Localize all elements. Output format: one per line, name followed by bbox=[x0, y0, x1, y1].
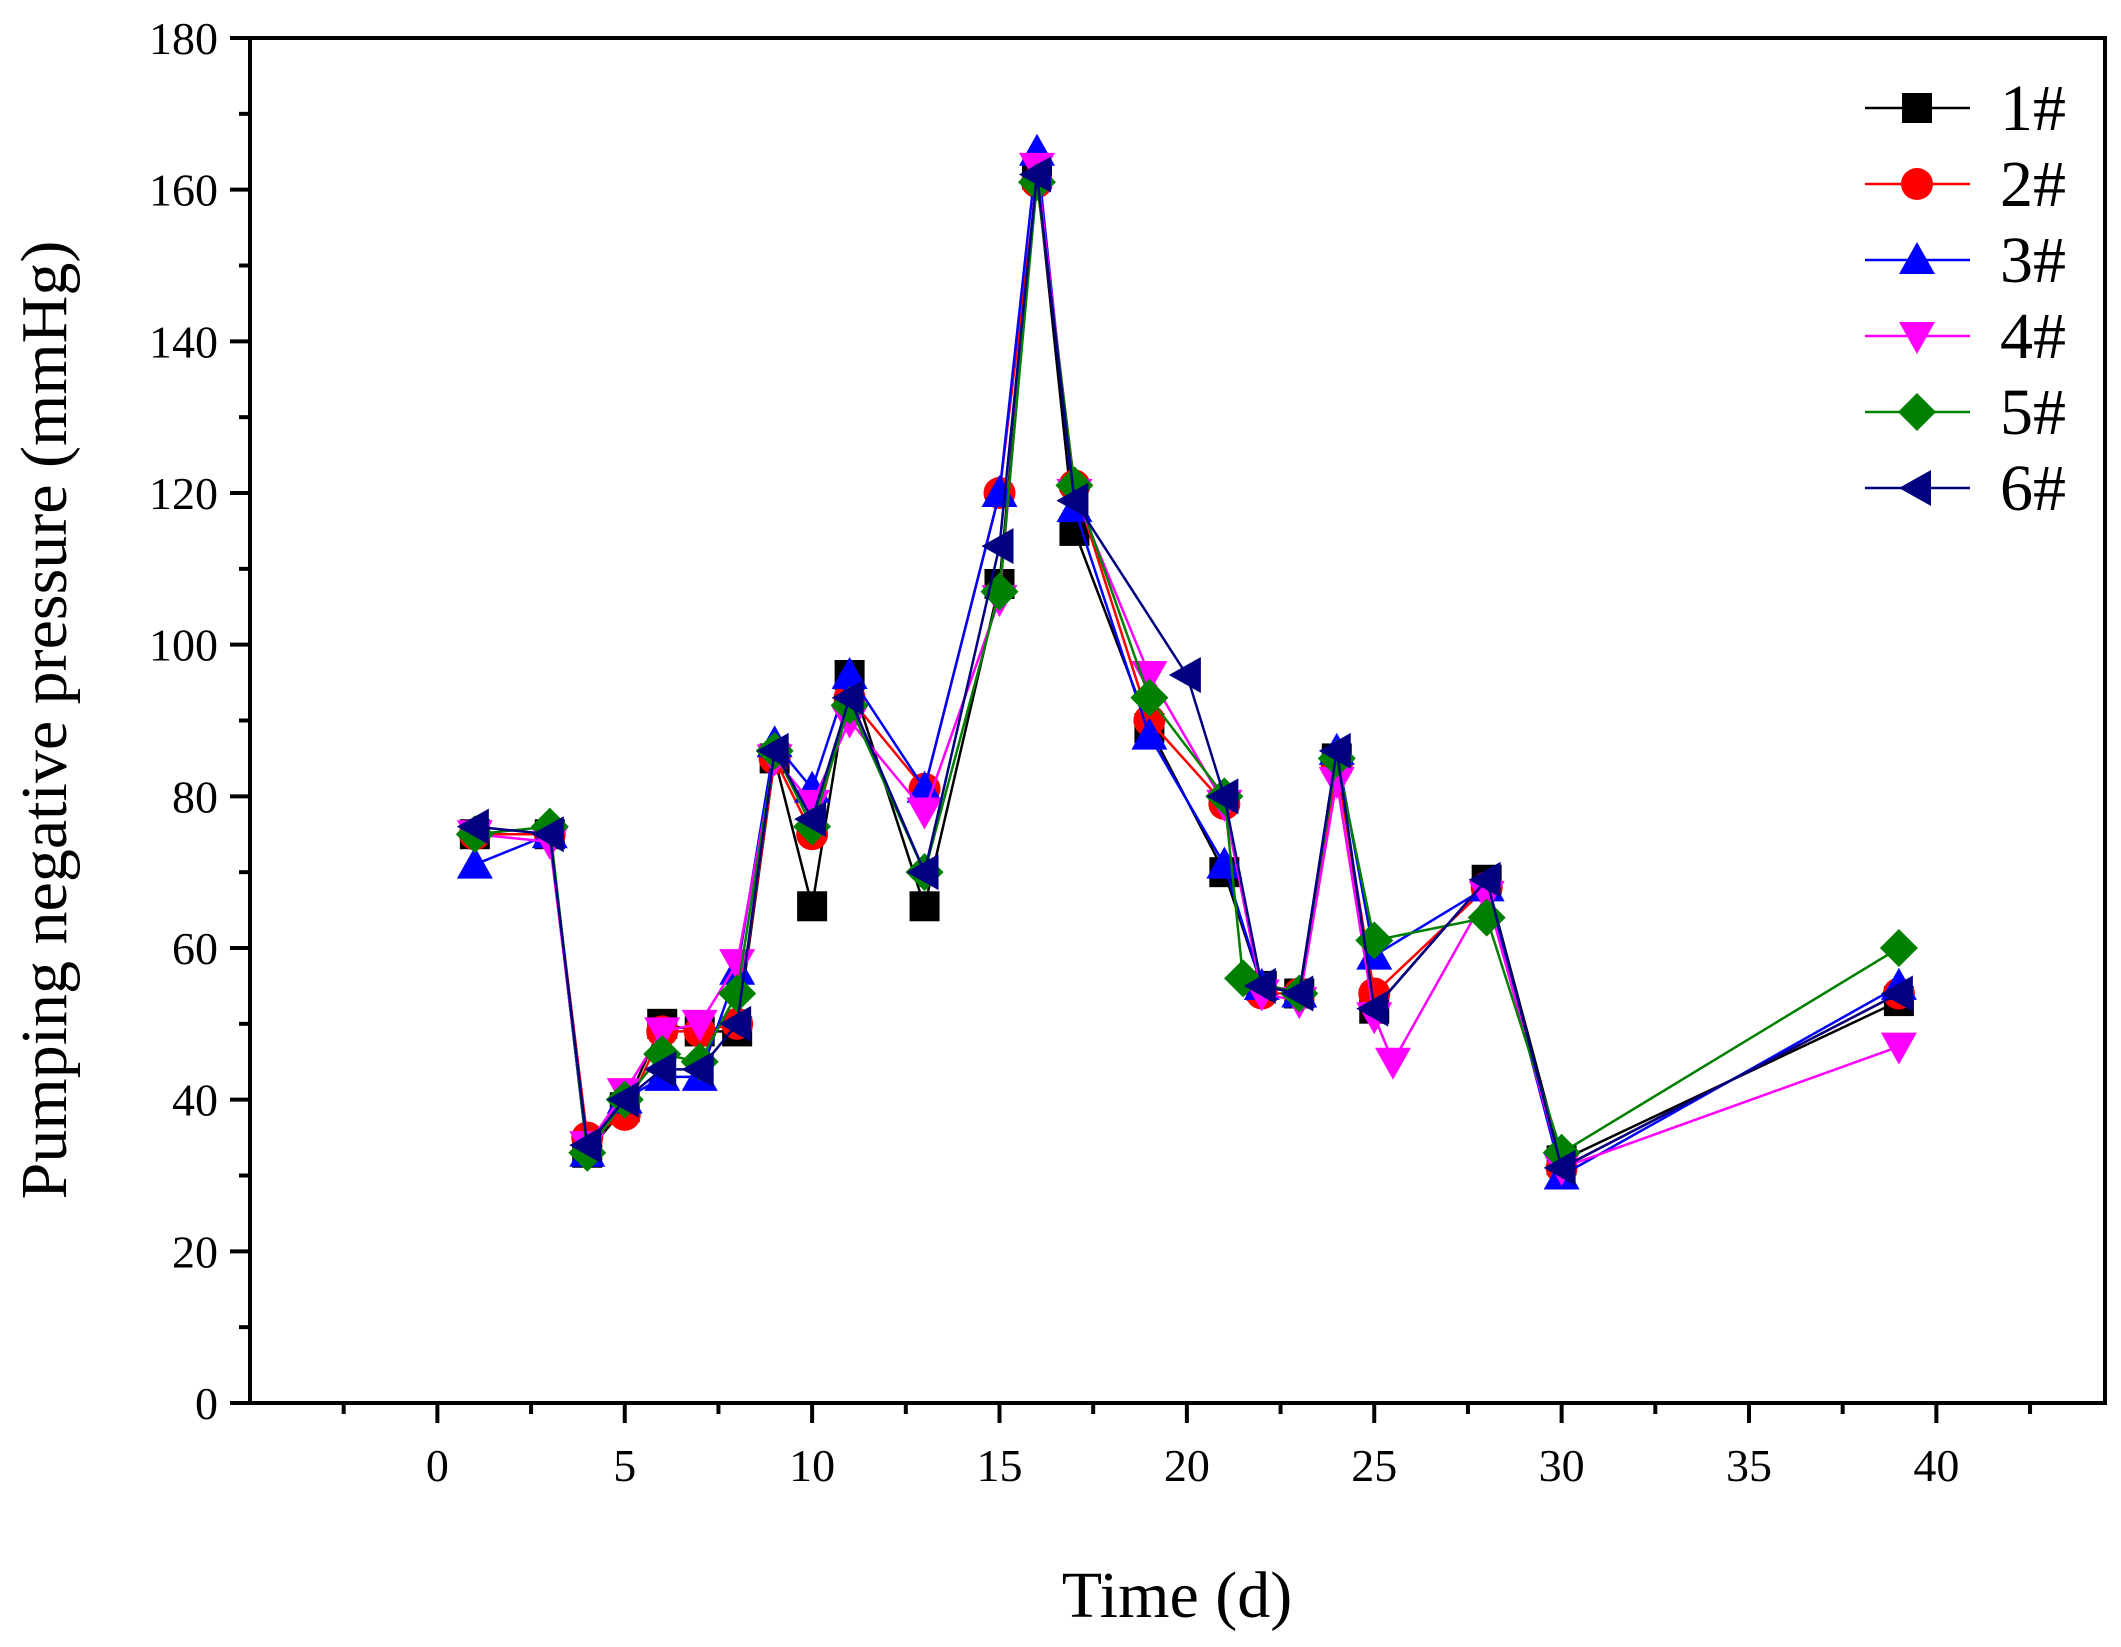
legend-label: 4# bbox=[2000, 300, 2066, 373]
data-point bbox=[1880, 1032, 1917, 1065]
data-point bbox=[906, 854, 939, 891]
x-tick-label: 30 bbox=[1539, 1440, 1585, 1491]
x-tick-label: 10 bbox=[789, 1440, 835, 1491]
data-point bbox=[456, 846, 493, 879]
y-tick-label: 0 bbox=[195, 1378, 218, 1429]
data-point bbox=[1318, 767, 1355, 800]
y-tick-label: 100 bbox=[149, 620, 218, 671]
data-point bbox=[1018, 156, 1051, 193]
data-point bbox=[1056, 482, 1089, 519]
x-tick-label: 20 bbox=[1164, 1440, 1210, 1491]
legend-label: 6# bbox=[2000, 452, 2066, 525]
x-tick-label: 25 bbox=[1351, 1440, 1397, 1491]
data-point bbox=[1131, 717, 1168, 750]
data-point bbox=[1374, 1047, 1411, 1080]
data-point bbox=[719, 1005, 752, 1042]
data-point bbox=[531, 816, 564, 853]
legend-item: 6# bbox=[1865, 452, 2066, 525]
series-layer bbox=[455, 133, 1918, 1190]
data-point bbox=[1467, 898, 1506, 937]
x-tick-label: 40 bbox=[1913, 1440, 1959, 1491]
x-tick-label: 5 bbox=[613, 1440, 636, 1491]
y-tick-label: 80 bbox=[172, 771, 218, 822]
legend-marker bbox=[1902, 93, 1932, 123]
plot-frame bbox=[248, 36, 2107, 1405]
data-point bbox=[456, 808, 489, 845]
data-point bbox=[1243, 967, 1276, 1004]
legend-marker bbox=[1899, 470, 1931, 506]
data-point bbox=[831, 679, 864, 716]
y-tick-label: 120 bbox=[149, 468, 218, 519]
data-point bbox=[681, 1009, 718, 1042]
data-point bbox=[644, 1051, 677, 1088]
data-point bbox=[1318, 732, 1351, 769]
y-tick-label: 40 bbox=[172, 1075, 218, 1126]
legend-marker bbox=[1898, 393, 1936, 431]
legend-label: 1# bbox=[2000, 72, 2066, 145]
data-point bbox=[569, 1127, 602, 1164]
data-point bbox=[906, 797, 943, 830]
data-point bbox=[1880, 975, 1913, 1012]
data-point bbox=[1206, 778, 1239, 815]
legend-marker bbox=[1901, 168, 1933, 200]
data-point bbox=[906, 770, 943, 803]
legend-item: 1# bbox=[1865, 72, 2066, 145]
data-point bbox=[1206, 846, 1243, 879]
series-6 bbox=[456, 156, 1913, 1186]
y-tick-label: 60 bbox=[172, 923, 218, 974]
data-point bbox=[797, 891, 828, 922]
x-tick-label: 0 bbox=[426, 1440, 449, 1491]
legend: 1#2#3#4#5#6# bbox=[1865, 72, 2066, 525]
legend-label: 3# bbox=[2000, 224, 2066, 297]
legend-item: 5# bbox=[1865, 376, 2066, 449]
data-point bbox=[1468, 861, 1501, 898]
data-point bbox=[1168, 657, 1201, 693]
x-axis-title: Time (d) bbox=[1062, 1559, 1292, 1632]
legend-label: 5# bbox=[2000, 376, 2066, 449]
y-tick-label: 140 bbox=[149, 316, 218, 367]
x-tick-label: 15 bbox=[976, 1440, 1022, 1491]
x-tick-label: 35 bbox=[1726, 1440, 1772, 1491]
data-point bbox=[1281, 975, 1314, 1012]
data-point bbox=[1130, 678, 1169, 717]
y-tick-label: 160 bbox=[149, 165, 218, 216]
data-point bbox=[794, 801, 827, 838]
legend-marker bbox=[1899, 322, 1935, 354]
data-point bbox=[1543, 1149, 1576, 1186]
data-point bbox=[756, 732, 789, 769]
data-point bbox=[1356, 990, 1389, 1027]
data-point bbox=[1879, 929, 1918, 967]
data-point bbox=[681, 1051, 714, 1088]
x-axis-ticks: 0 5 10 15 20 25 30 35 40 bbox=[341, 1403, 2033, 1491]
y-axis-ticks: 0 20 40 60 80 100 120 140 160 180 bbox=[149, 13, 250, 1429]
y-tick-label: 20 bbox=[172, 1226, 218, 1277]
data-point bbox=[831, 657, 868, 689]
y-tick-label: 180 bbox=[149, 13, 218, 64]
data-point bbox=[981, 528, 1014, 565]
y-axis-title: Pumping negative pressure (mmHg) bbox=[8, 241, 81, 1200]
data-point bbox=[644, 1017, 681, 1050]
data-point bbox=[909, 891, 940, 922]
data-point bbox=[718, 974, 757, 1013]
legend-label: 2# bbox=[2000, 148, 2066, 221]
data-point bbox=[606, 1081, 639, 1118]
legend-item: 2# bbox=[1865, 148, 2066, 221]
legend-item: 4# bbox=[1865, 300, 2066, 373]
legend-item: 3# bbox=[1865, 224, 2066, 297]
legend-marker bbox=[1899, 242, 1935, 274]
